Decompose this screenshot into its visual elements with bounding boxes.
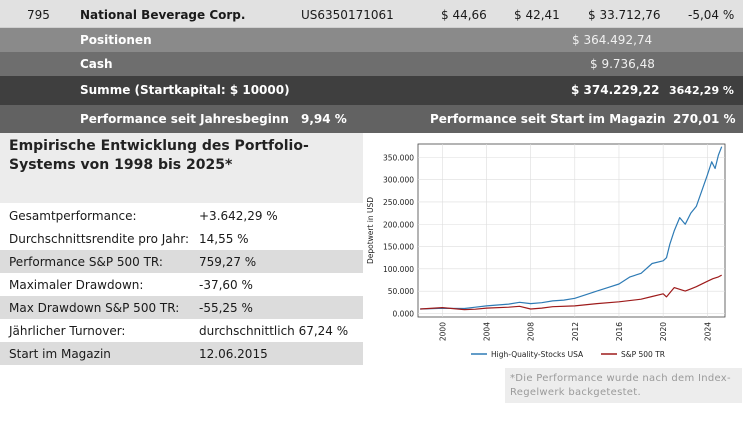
legend-label: High-Quality-Stocks USA <box>491 350 584 359</box>
series-line <box>420 274 722 311</box>
x-tick-label: 2004 <box>482 322 491 341</box>
x-tick-label: 2008 <box>527 322 536 341</box>
stat-row: Maximaler Drawdown: -37,60 % <box>0 273 363 296</box>
chart-panel: 0.000 50.000 100.000 150.000 200.000 250.000 3… <box>363 133 741 366</box>
holding-current-price: $ 42,41 <box>514 8 560 22</box>
stat-row: Max Drawdown S&P 500 TR: -55,25 % <box>0 296 363 319</box>
stat-row: Performance S&P 500 TR: 759,27 % <box>0 250 363 273</box>
perf-year-label: Performance seit Jahresbeginn <box>80 112 289 126</box>
total-row: Summe (Startkapital: $ 10000) $ 374.229,… <box>0 76 743 105</box>
performance-row: Performance seit Jahresbeginn 9,94 % Per… <box>0 105 743 133</box>
positions-label: Positionen <box>80 33 152 47</box>
cash-label: Cash <box>80 57 113 71</box>
stat-row: Jährlicher Turnover: durchschnittlich 67… <box>0 319 363 342</box>
legend-label: S&P 500 TR <box>621 350 665 359</box>
cash-value: $ 9.736,48 <box>590 57 655 71</box>
y-tick-label: 0.000 <box>393 309 415 318</box>
perf-start-value: 270,01 % <box>673 112 736 126</box>
stat-label: Max Drawdown S&P 500 TR: <box>9 301 180 315</box>
holding-value: $ 33.712,76 <box>588 8 661 22</box>
portfolio-chart: 0.000 50.000 100.000 150.000 200.000 250.000 3… <box>366 143 726 359</box>
x-tick-label: 2000 <box>438 322 447 341</box>
y-tick-label: 100.000 <box>383 265 414 274</box>
y-tick-label: 150.000 <box>383 243 414 252</box>
total-label: Summe (Startkapital: $ 10000) <box>80 83 290 97</box>
stat-row: Gesamtperformance: +3.642,29 % <box>0 204 363 227</box>
stat-label: Maximaler Drawdown: <box>9 278 144 292</box>
x-tick-label: 2016 <box>615 322 624 341</box>
stat-label: Jährlicher Turnover: <box>9 324 126 338</box>
y-tick-label: 300.000 <box>383 176 414 185</box>
holding-number: 795 <box>27 8 50 22</box>
y-tick-label: 350.000 <box>383 153 414 162</box>
positions-row: Positionen $ 364.492,74 <box>0 28 743 52</box>
holding-change: -5,04 % <box>688 8 735 22</box>
holding-isin: US6350171061 <box>301 8 394 22</box>
stat-value: durchschnittlich 67,24 % <box>199 324 349 338</box>
positions-value: $ 364.492,74 <box>572 33 653 47</box>
perf-start-label: Performance seit Start im Magazin <box>430 112 666 126</box>
total-value: $ 374.229,22 <box>571 83 660 97</box>
cash-row: Cash $ 9.736,48 <box>0 52 743 76</box>
stat-value: 12.06.2015 <box>199 347 268 361</box>
y-tick-label: 250.000 <box>383 198 414 207</box>
stat-value: 14,55 % <box>199 232 249 246</box>
x-tick-label: 2012 <box>571 322 580 341</box>
stat-row: Start im Magazin 12.06.2015 <box>0 342 363 365</box>
empirical-panel: Empirische Entwicklung des Portfolio-Sys… <box>0 133 363 366</box>
stat-label: Durchschnittsrendite pro Jahr: <box>9 232 189 246</box>
holding-row: 795 National Beverage Corp. US6350171061… <box>0 0 743 28</box>
stat-value: 759,27 % <box>199 255 257 269</box>
stat-row: Durchschnittsrendite pro Jahr: 14,55 % <box>0 227 363 250</box>
y-axis-label: Depotwert in USD <box>366 197 375 264</box>
stat-label: Gesamtperformance: <box>9 209 137 223</box>
empirical-title: Empirische Entwicklung des Portfolio-Sys… <box>0 133 363 203</box>
total-percent: 3642,29 % <box>669 84 734 97</box>
stat-label: Start im Magazin <box>9 347 111 361</box>
holding-company: National Beverage Corp. <box>80 8 246 22</box>
holding-buy-price: $ 44,66 <box>441 8 487 22</box>
perf-year-value: 9,94 % <box>301 112 347 126</box>
stat-value: +3.642,29 % <box>199 209 278 223</box>
x-tick-label: 2024 <box>703 322 712 341</box>
x-tick-label: 2020 <box>659 322 668 341</box>
y-tick-label: 200.000 <box>383 220 414 229</box>
backtest-note: *Die Performance wurde nach dem Index-Re… <box>505 368 742 403</box>
y-tick-label: 50.000 <box>388 287 414 296</box>
stat-value: -37,60 % <box>199 278 253 292</box>
stat-label: Performance S&P 500 TR: <box>9 255 163 269</box>
stat-value: -55,25 % <box>199 301 253 315</box>
series-line <box>420 146 723 310</box>
